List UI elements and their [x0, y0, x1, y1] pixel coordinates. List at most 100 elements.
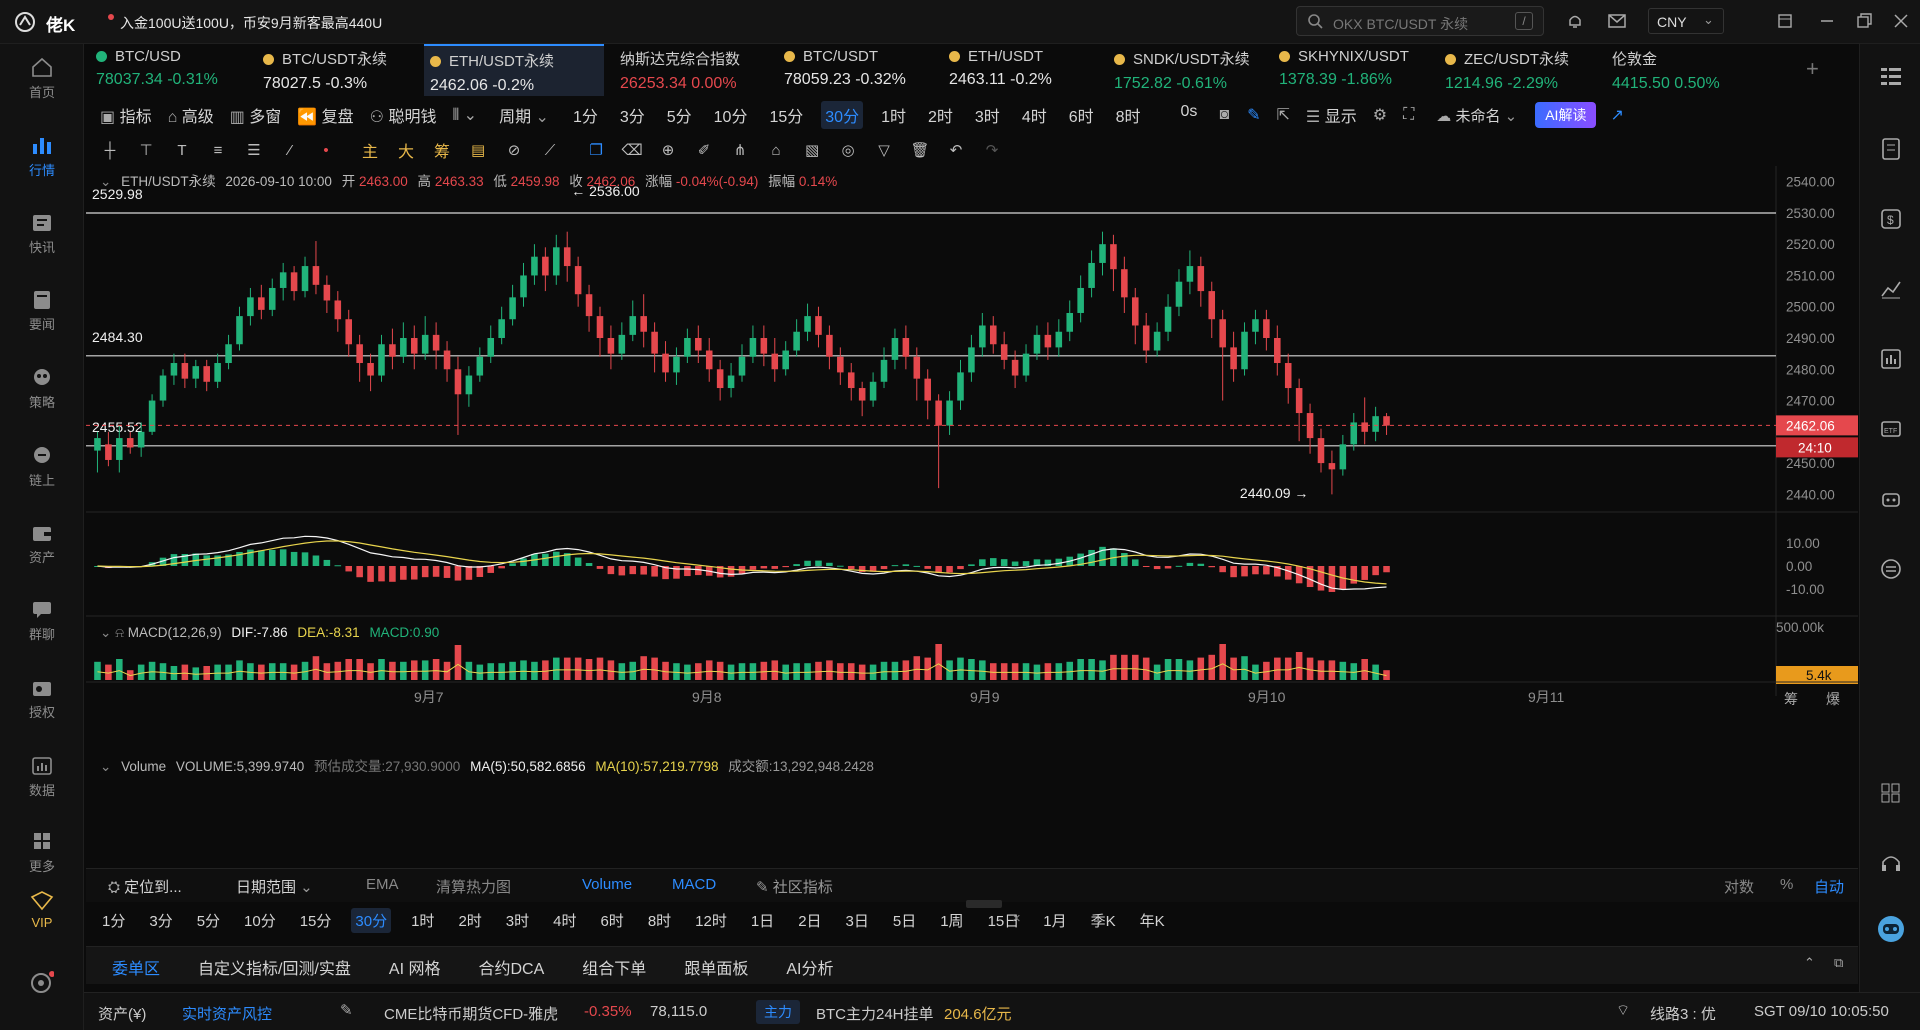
- headset-icon[interactable]: [1880, 852, 1902, 877]
- bell-icon[interactable]: ⍾: [115, 625, 125, 640]
- text-icon[interactable]: T: [177, 141, 187, 159]
- nav-strategy[interactable]: 策略: [0, 366, 84, 411]
- search-box[interactable]: OKX BTC/USDT 永续 /: [1296, 6, 1544, 36]
- period-tab[interactable]: 8时: [647, 913, 672, 930]
- period-tab[interactable]: 6时: [600, 913, 624, 930]
- ticker-2[interactable]: ETH/USDT永续 2462.06 -0.2%: [424, 44, 604, 96]
- copy-icon[interactable]: ❐: [589, 142, 603, 159]
- timeframe-tab[interactable]: 8时: [1115, 109, 1141, 126]
- period-tab[interactable]: 5分: [196, 913, 221, 930]
- chart-style-button[interactable]: ⫴ ⌄: [452, 105, 477, 125]
- period-tab[interactable]: 季K: [1090, 913, 1116, 930]
- nav-more[interactable]: 更多: [0, 830, 84, 875]
- period-tab[interactable]: 15分: [299, 913, 332, 930]
- large-order-toggle[interactable]: 大: [398, 144, 415, 161]
- promo-text[interactable]: 入金100U送100U，币安9月新客最高440U: [120, 15, 383, 31]
- liquidation-heatmap-toggle[interactable]: 清算热力图: [436, 879, 512, 896]
- period-tab[interactable]: 1分: [102, 913, 126, 930]
- trash-icon[interactable]: 🗑: [910, 142, 930, 159]
- nav-market[interactable]: 行情: [0, 134, 84, 179]
- collapse-handle[interactable]: [966, 900, 1002, 908]
- vertical-line-icon[interactable]: ┼: [104, 141, 116, 159]
- percent-scale-toggle[interactable]: %: [1780, 876, 1794, 893]
- nav-chain[interactable]: 链上: [0, 444, 84, 489]
- period-tab[interactable]: 10分: [244, 913, 276, 930]
- mail-icon[interactable]: [1607, 12, 1627, 33]
- ticker-3[interactable]: 纳斯达克综合指数 26253.34 0.00%: [620, 44, 780, 96]
- trend-icon[interactable]: [1880, 278, 1902, 303]
- period-tab[interactable]: 3时: [505, 913, 530, 930]
- panel-tab[interactable]: 跟单面板: [684, 961, 749, 978]
- chevron-up-icon[interactable]: ⌃: [1804, 955, 1815, 970]
- timeframe-tab[interactable]: 1时: [881, 109, 906, 126]
- timeframe-tab[interactable]: 2时: [928, 109, 953, 126]
- hide-icon[interactable]: ◎: [841, 142, 855, 159]
- timeframe-tab[interactable]: 10分: [713, 109, 748, 126]
- minimize-icon[interactable]: [1818, 12, 1836, 33]
- nav-vip[interactable]: VIP: [0, 889, 84, 930]
- ticker-6[interactable]: SNDK/USDT永续 1752.82 -0.61%: [1114, 44, 1274, 96]
- search-input[interactable]: OKX BTC/USDT 永续: [1333, 16, 1469, 32]
- timeframe-tab[interactable]: 3分: [619, 109, 645, 126]
- undo-icon[interactable]: ↶: [949, 142, 963, 159]
- period-tab[interactable]: 12时: [695, 913, 727, 930]
- magnet-icon[interactable]: ⋔: [733, 142, 747, 159]
- nav-data[interactable]: 数据: [0, 754, 84, 799]
- period-tab[interactable]: 5日: [892, 913, 917, 930]
- timeframe-tab[interactable]: 0s: [1180, 103, 1198, 120]
- panel-tab[interactable]: AI 网格: [388, 961, 441, 978]
- panel-tab[interactable]: 合约DCA: [478, 961, 545, 978]
- heatmap-icon[interactable]: ▤: [470, 142, 486, 159]
- timeframe-tab[interactable]: 3时: [974, 109, 1000, 126]
- redo-icon[interactable]: ↷: [985, 142, 999, 159]
- ticker-7[interactable]: SKHYNIX/USDT 1378.39 -1.86%: [1279, 44, 1439, 96]
- line-status[interactable]: 线路3 : 优: [1650, 1006, 1716, 1023]
- display-button[interactable]: ☰ 显示: [1306, 103, 1357, 127]
- period-tab[interactable]: 2日: [798, 913, 822, 930]
- date-range-button[interactable]: 日期范围 ⌄: [236, 876, 313, 897]
- timeframe-tab[interactable]: 30分: [821, 101, 864, 129]
- bell-icon[interactable]: [1566, 12, 1584, 33]
- close-icon[interactable]: [1892, 12, 1910, 33]
- nav-home[interactable]: 首页: [0, 56, 84, 101]
- ruler-icon[interactable]: ⟋: [544, 141, 556, 159]
- camera-icon[interactable]: ◙: [1219, 106, 1230, 123]
- locate-button[interactable]: ⛭ 定位到...: [108, 876, 182, 897]
- period-tab[interactable]: 3分: [149, 913, 173, 930]
- nav-news[interactable]: 要闻: [0, 288, 84, 333]
- ticker-1[interactable]: BTC/USDT永续 78027.5 -0.3%: [263, 44, 423, 96]
- currency-select[interactable]: CNY ⌄: [1648, 8, 1724, 34]
- trend-line-icon[interactable]: ↗: [1610, 107, 1624, 124]
- dollar-icon[interactable]: $: [1880, 208, 1902, 233]
- zoom-icon[interactable]: ⊕: [661, 142, 675, 159]
- assets-label[interactable]: 资产(¥): [98, 1006, 147, 1023]
- ticker-9[interactable]: 伦敦金 4415.50 0.50%: [1612, 44, 1772, 96]
- panel-tab[interactable]: 委单区: [112, 961, 161, 978]
- nav-chat[interactable]: 群聊: [0, 598, 84, 643]
- ticker-4[interactable]: BTC/USDT 78059.23 -0.32%: [784, 44, 944, 96]
- lock-icon[interactable]: ⌂: [771, 141, 781, 159]
- add-ticker-icon[interactable]: +: [1806, 56, 1819, 81]
- exchange-icon[interactable]: [1880, 558, 1902, 583]
- period-tab[interactable]: 1时: [411, 913, 435, 930]
- brush-icon[interactable]: ⁄: [288, 141, 292, 159]
- menu-icon[interactable]: [1880, 66, 1902, 89]
- fullscreen-icon[interactable]: ⛶: [1403, 106, 1415, 123]
- panel-tab[interactable]: 自定义指标/回测/实盘: [198, 961, 351, 978]
- document-icon[interactable]: [1880, 138, 1902, 163]
- popout-icon[interactable]: ⧉: [1834, 955, 1844, 970]
- timeframe-tab[interactable]: 5分: [666, 109, 692, 126]
- horizontal-ray-icon[interactable]: ⊤: [139, 142, 153, 159]
- candlestick-chart[interactable]: 2529.98 2484.30 2455.52 2540.00 2530.00 2520.…: [86, 166, 1858, 866]
- advanced-button[interactable]: ⌂ 高级: [168, 103, 214, 127]
- smart-money-button[interactable]: ⚇ 聪明钱: [370, 103, 437, 127]
- indicator-button[interactable]: ▣ 指标: [100, 103, 152, 127]
- ema-toggle[interactable]: EMA: [366, 876, 399, 893]
- panel-tab[interactable]: 组合下单: [582, 961, 647, 978]
- etf-icon[interactable]: ETF: [1880, 418, 1902, 443]
- period-tab[interactable]: 年K: [1139, 913, 1165, 930]
- filter-icon[interactable]: ▽: [878, 142, 890, 159]
- stats-icon[interactable]: [1880, 348, 1902, 373]
- assistant-icon[interactable]: [1876, 914, 1906, 947]
- period-tab[interactable]: 30分: [351, 908, 392, 933]
